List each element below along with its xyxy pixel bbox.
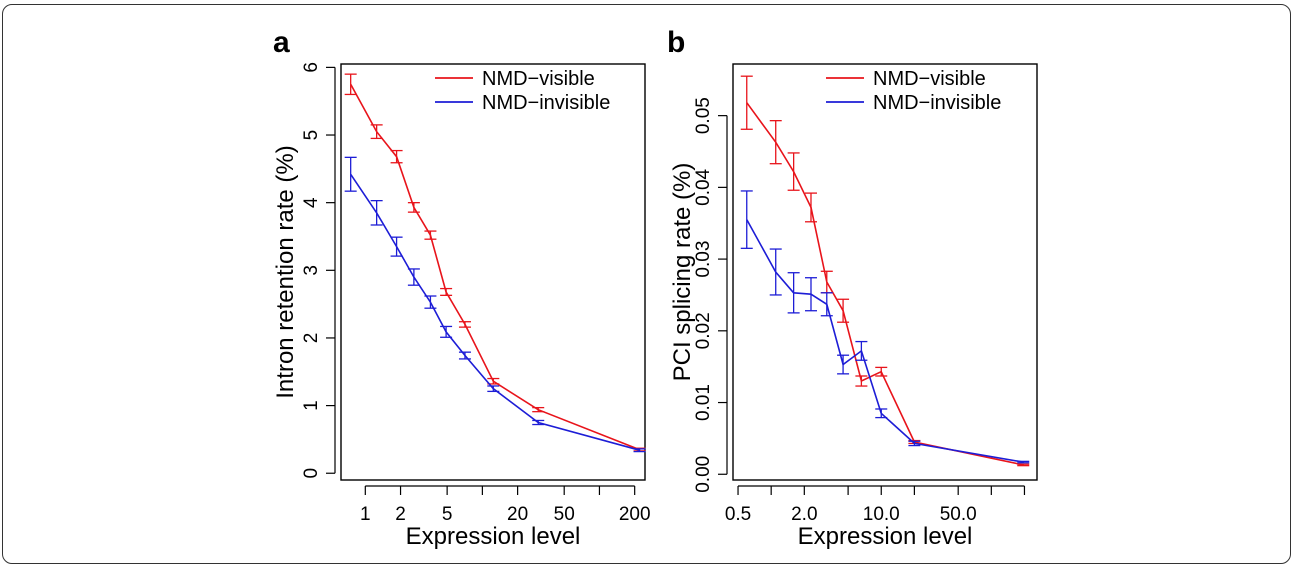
y-tick-label: 3	[301, 265, 322, 276]
series-line	[746, 102, 1024, 466]
y-tick-label: 0.05	[693, 97, 714, 134]
panel-label: a	[273, 26, 290, 59]
panel-a: a 1 2 5 20 50 200 0 1 2 3 4 5 6 Expression level Intron…	[272, 26, 651, 549]
y-tick-label: 6	[301, 62, 322, 73]
y-axis-title: PCI splicing rate (%)	[669, 163, 696, 382]
x-tick-label: 50	[554, 504, 575, 525]
y-tick-label: 0.04	[693, 168, 714, 205]
x-tick-label: 2	[395, 504, 406, 525]
series-line	[746, 219, 1024, 463]
y-tick-label: 0	[301, 468, 322, 479]
y-axis-title: Intron retention rate (%)	[272, 145, 299, 398]
x-tick-label: 200	[619, 504, 651, 525]
legend-label: NMD−invisible	[873, 92, 1001, 114]
y-tick-label: 0.00	[693, 456, 714, 493]
legend-label: NMD−visible	[482, 68, 595, 90]
series-nmd-invisible	[740, 190, 1030, 464]
x-tick-label: 2.0	[791, 504, 817, 525]
y-tick-label: 0.02	[693, 312, 714, 349]
plot-frame	[340, 63, 646, 481]
x-tick-label: 20	[507, 504, 528, 525]
series-nmd-visible	[344, 73, 646, 452]
series-nmd-invisible	[344, 156, 646, 453]
plot-frame	[732, 63, 1038, 481]
series-line	[350, 173, 640, 451]
legend-label: NMD−invisible	[482, 92, 610, 114]
y-tick-label: 4	[301, 197, 322, 208]
panel-label: b	[667, 26, 685, 59]
y-tick-label: 2	[301, 333, 322, 344]
x-tick-label: 10.0	[863, 504, 900, 525]
x-tick-label: 5	[442, 504, 453, 525]
x-axis-title: Expression level	[798, 523, 973, 549]
series-nmd-visible	[740, 75, 1030, 467]
y-tick-label: 1	[301, 400, 322, 411]
series-line	[349, 83, 640, 451]
figure-canvas: a 1 2 5 20 50 200 0 1 2 3 4 5 6 Expression level Intron…	[272, 26, 1038, 549]
x-tick-label: 0.5	[725, 504, 751, 525]
legend-label: NMD−visible	[873, 68, 986, 90]
y-tick-label: 0.01	[693, 384, 714, 421]
y-tick-label: 5	[301, 130, 322, 141]
y-tick-label: 0.03	[693, 241, 714, 278]
panel-b: b 0.5 2.0 10.0 50.0 0.00 0.01 0.02 0.03 0.04 0.05 E…	[667, 26, 1038, 549]
x-tick-label: 1	[360, 504, 371, 525]
x-axis-title: Expression level	[406, 523, 581, 549]
x-tick-label: 50.0	[940, 504, 977, 525]
